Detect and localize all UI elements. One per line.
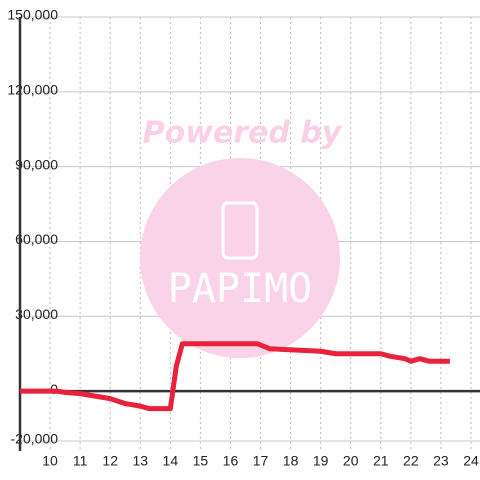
x-tick-label: 24 (463, 453, 479, 469)
x-tick-label: 16 (223, 453, 239, 469)
x-tick-label: 15 (193, 453, 209, 469)
x-tick-label: 14 (163, 453, 179, 469)
x-tick-label: 11 (73, 453, 88, 469)
x-tick-label: 10 (42, 453, 58, 469)
y-tick-label: 60,000 (15, 231, 58, 247)
x-tick-label: 12 (102, 453, 118, 469)
x-tick-label: 18 (283, 453, 299, 469)
x-tick-label: 21 (373, 453, 389, 469)
x-tick-label: 17 (253, 453, 269, 469)
y-tick-label: -20,000 (11, 431, 59, 447)
watermark-phone (221, 201, 259, 260)
y-tick-label: 120,000 (7, 82, 58, 98)
watermark-logo: PAPIMO (168, 266, 313, 312)
y-tick-label: 90,000 (15, 156, 58, 172)
y-tick-label: 150,000 (7, 7, 58, 23)
x-tick-label: 20 (343, 453, 359, 469)
x-tick-label: 23 (433, 453, 449, 469)
watermark-text: Powered by (143, 116, 343, 151)
x-tick-label: 19 (313, 453, 329, 469)
line (20, 341, 450, 412)
x-tick-label: 13 (132, 453, 148, 469)
x-tick-label: 22 (403, 453, 419, 469)
y-tick-label: 30,000 (15, 306, 58, 322)
